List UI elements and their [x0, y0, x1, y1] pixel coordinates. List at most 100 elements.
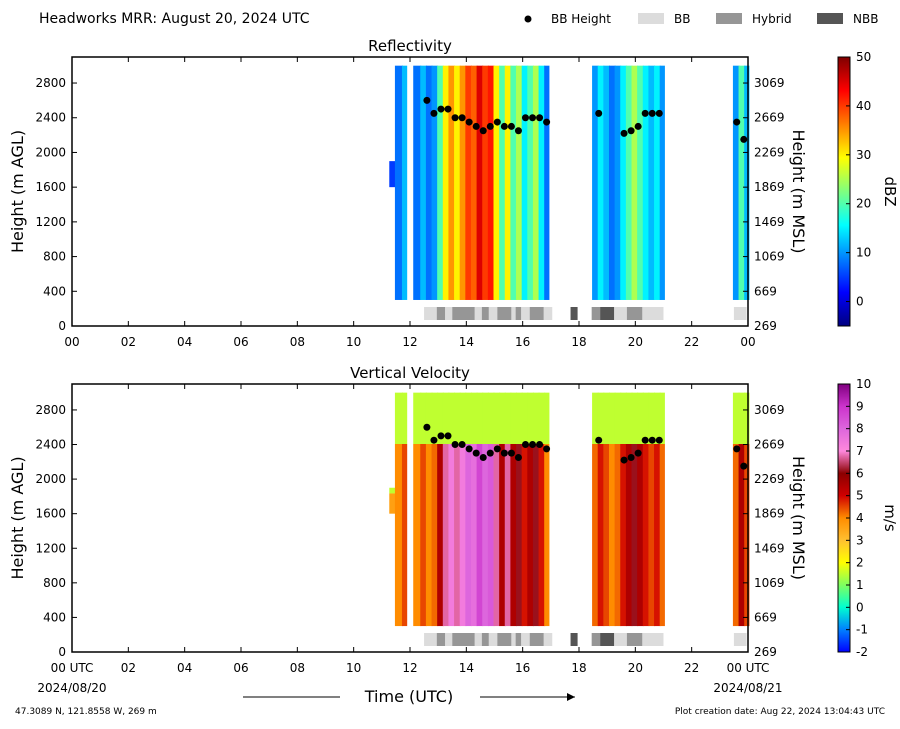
velocity-column-lower — [659, 443, 665, 627]
y-right-tick-label: 269 — [754, 319, 777, 333]
reflectivity-column — [614, 65, 622, 300]
colorbar-tick-label: -1 — [856, 623, 868, 637]
reflectivity-column — [744, 65, 750, 300]
velocity-column-upper — [459, 392, 467, 444]
reflectivity-column — [470, 65, 478, 300]
reflectivity-column — [732, 65, 740, 300]
reflectivity-column — [389, 161, 396, 188]
y-right-tick-label: 2269 — [754, 145, 785, 159]
reflectivity-column — [631, 65, 639, 300]
x-tick-label: 14 — [459, 661, 474, 675]
bb-height-point — [458, 441, 466, 449]
bb-type-segment — [733, 633, 747, 646]
x-tick-label: 20 — [628, 335, 643, 349]
bb-height-point — [444, 105, 452, 113]
velocity-column-upper — [608, 392, 616, 444]
velocity-column-lower — [431, 443, 439, 627]
velocity-column-upper — [425, 392, 433, 444]
velocity-column-lower — [521, 443, 529, 627]
bb-height-point — [423, 96, 431, 104]
velocity-column-lower — [470, 443, 478, 627]
velocity-column-upper — [482, 392, 489, 444]
bb-height-point — [620, 129, 628, 137]
velocity-column-upper — [603, 392, 610, 444]
bb-height-point — [627, 453, 635, 461]
bb-type-segment — [436, 633, 446, 646]
velocity-column-upper — [454, 392, 461, 444]
velocity-column-lower — [499, 443, 506, 627]
y-right-tick-label: 1469 — [754, 215, 785, 229]
reflectivity-column — [637, 65, 644, 300]
colorbar-gradient — [837, 56, 851, 327]
reflectivity-column — [431, 65, 439, 300]
bb-height-point — [529, 114, 537, 122]
y-right-tick-label: 1869 — [754, 507, 785, 521]
legend-swatch — [638, 13, 664, 24]
velocity-column-upper — [470, 392, 478, 444]
reflectivity-column — [482, 65, 489, 300]
x-tick-label: 16 — [515, 661, 530, 675]
creation-date-label: Plot creation date: Aug 22, 2024 13:04:4… — [675, 707, 885, 717]
x-tick-label: 00 UTC — [727, 661, 770, 675]
reflectivity-colorbar: 0 10 20 30 40 50 dBZ — [837, 50, 899, 327]
bb-type-segment — [591, 633, 601, 646]
bb-type-segment — [642, 307, 664, 320]
bb-height-point — [507, 122, 515, 130]
velocity-column-upper — [637, 392, 644, 444]
bb-height-point — [620, 456, 628, 464]
x-tick-label: 06 — [233, 335, 248, 349]
bb-type-segment — [733, 307, 747, 320]
colorbar-tick-label: 20 — [856, 197, 871, 211]
velocity-column-lower — [597, 443, 605, 627]
velocity-column-lower — [532, 443, 540, 627]
bb-height-point — [444, 432, 452, 440]
reflectivity-column — [420, 65, 427, 300]
bb-type-segment — [626, 307, 643, 320]
x-tick-label: 00 — [740, 335, 755, 349]
velocity-column-upper — [394, 392, 403, 444]
colorbar-tick-label: 10 — [856, 377, 871, 391]
reflectivity-column — [493, 65, 501, 300]
bb-height-point — [543, 118, 551, 126]
velocity-column-upper — [487, 392, 495, 444]
bb-type-segment — [570, 307, 578, 320]
velocity-column-lower — [394, 443, 403, 627]
velocity-column-upper — [516, 392, 523, 444]
velocity-column-upper — [413, 392, 422, 444]
velocity-column-lower — [401, 443, 408, 627]
colorbar-tick-label: 1 — [856, 578, 864, 592]
velocity-column-lower — [482, 443, 489, 627]
velocity-column-lower — [631, 443, 639, 627]
colorbar-tick-label: 0 — [856, 295, 864, 309]
y-tick-label: 0 — [58, 319, 66, 333]
bb-height-point — [641, 109, 649, 117]
bb-height-point — [507, 449, 515, 457]
bb-type-segment — [521, 307, 530, 320]
reflectivity-column — [538, 65, 546, 300]
velocity-column-lower — [454, 443, 461, 627]
colorbar-tick-label: 50 — [856, 50, 871, 64]
velocity-column-upper — [642, 392, 650, 444]
reflectivity-column — [603, 65, 610, 300]
reflectivity-column — [597, 65, 605, 300]
bb-type-segment — [642, 633, 664, 646]
reflectivity-column — [592, 65, 599, 300]
bb-type-segment — [600, 633, 615, 646]
x-tick-label: 02 — [121, 335, 136, 349]
x-tick-label: 00 — [64, 335, 79, 349]
bb-height-point — [472, 449, 480, 457]
colorbar-tick-label: 6 — [856, 466, 864, 480]
x-tick-label: 22 — [684, 335, 699, 349]
reflectivity-column — [738, 65, 746, 300]
velocity-column-upper — [476, 392, 484, 444]
velocity-column-upper — [521, 392, 529, 444]
x-tick-label: 00 UTC — [51, 661, 94, 675]
bb-height-point — [430, 109, 438, 117]
velocity-column-lower — [425, 443, 433, 627]
bb-type-segment — [614, 633, 627, 646]
bb-type-segment — [515, 633, 522, 646]
y-right-tick-label: 1469 — [754, 541, 785, 555]
bb-height-point — [648, 109, 656, 117]
x-tick-label: 16 — [515, 335, 530, 349]
